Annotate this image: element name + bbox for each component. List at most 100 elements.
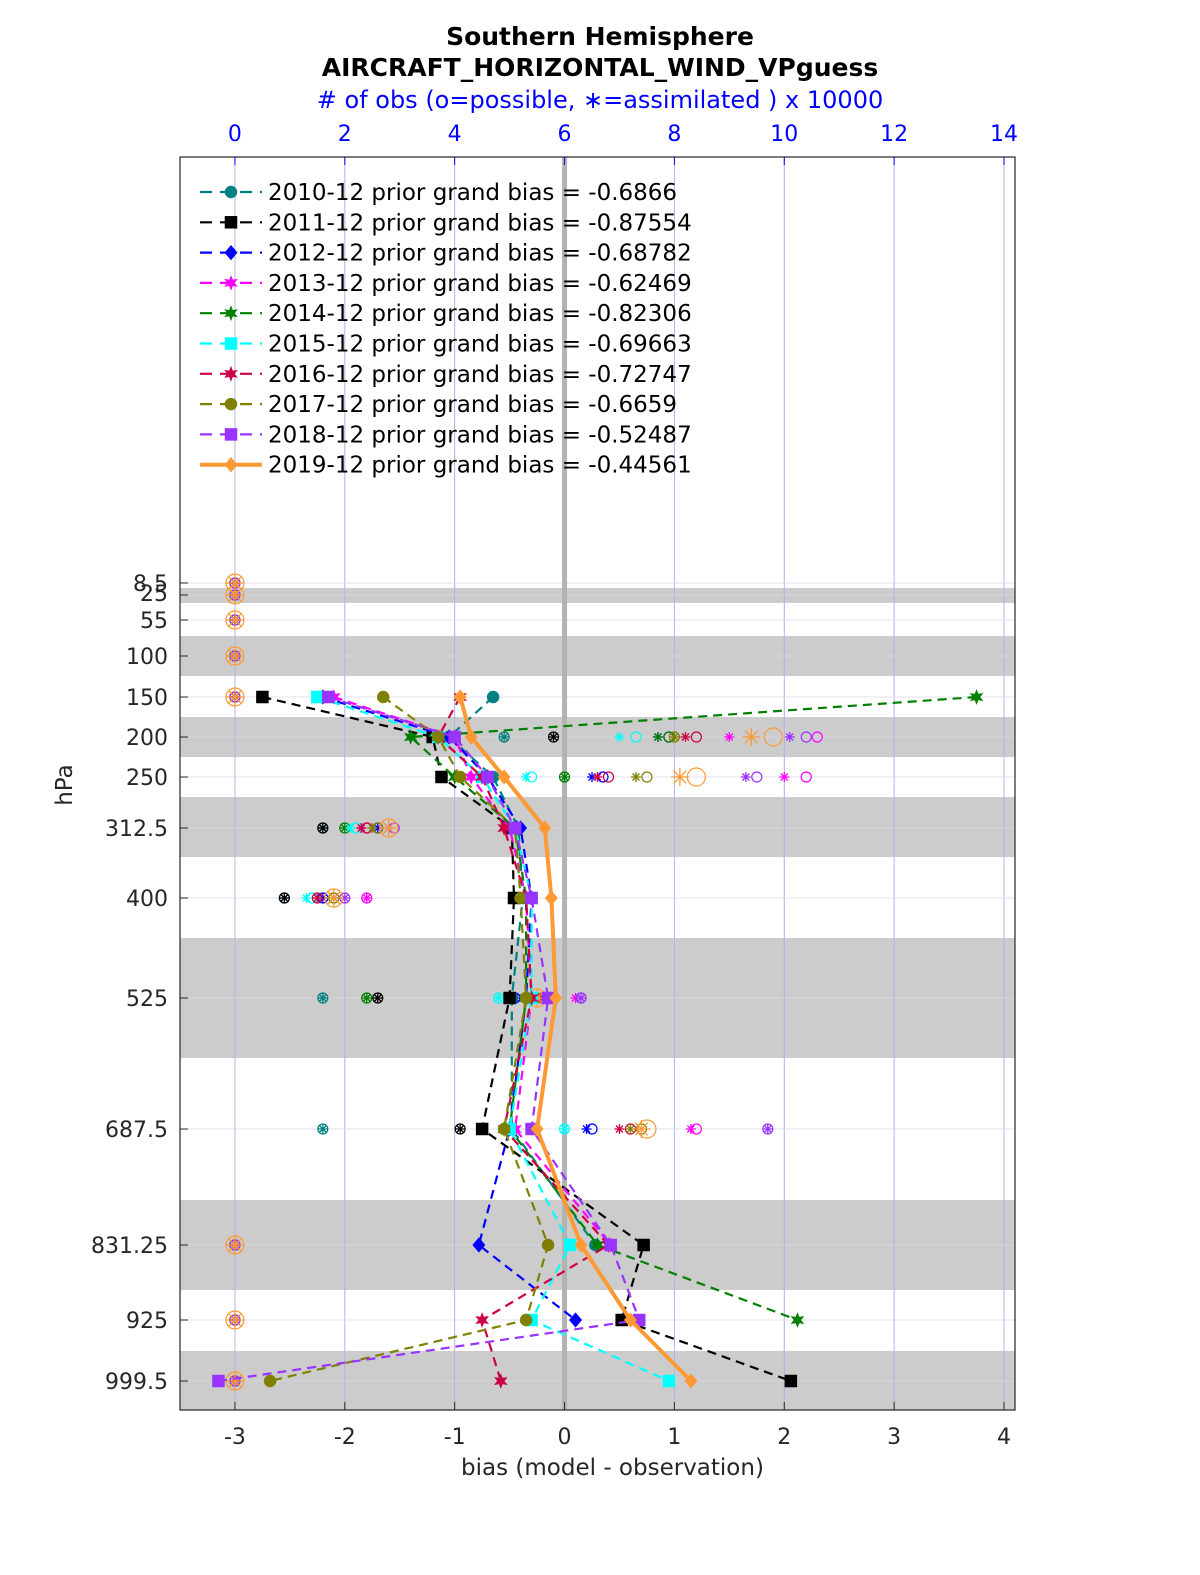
assimilated-count-marker bbox=[225, 688, 244, 706]
data-point bbox=[475, 1312, 489, 1328]
x-axis-label: bias (model - observation) bbox=[461, 1455, 764, 1481]
assimilated-count-marker bbox=[372, 993, 383, 1003]
data-point bbox=[256, 690, 269, 704]
data-point bbox=[403, 729, 418, 745]
assimilated-count-marker bbox=[361, 993, 372, 1003]
assimilated-count-marker bbox=[680, 732, 691, 742]
data-point bbox=[684, 1373, 698, 1389]
data-point bbox=[472, 1237, 486, 1253]
x-tick-label: 1 bbox=[667, 1425, 681, 1450]
y-tick-label: 25 bbox=[140, 582, 168, 607]
assimilated-count-marker bbox=[548, 732, 559, 742]
assimilated-count-marker bbox=[521, 772, 532, 782]
assimilated-count-marker bbox=[455, 1124, 466, 1134]
data-point bbox=[311, 690, 324, 704]
top-x-tick-label: 2 bbox=[338, 122, 352, 147]
assimilated-count-marker bbox=[724, 732, 735, 742]
series-line bbox=[436, 696, 611, 1382]
data-point bbox=[574, 1237, 588, 1253]
x-tick-label: -1 bbox=[444, 1425, 466, 1450]
possible-count-marker bbox=[602, 771, 615, 783]
assimilated-count-marker bbox=[670, 768, 689, 786]
data-point bbox=[563, 1238, 577, 1252]
data-point bbox=[569, 1312, 583, 1328]
bias-series bbox=[212, 689, 984, 1389]
possible-count-marker bbox=[690, 731, 702, 743]
possible-count-marker bbox=[800, 771, 812, 783]
data-point bbox=[435, 770, 448, 784]
data-point bbox=[662, 1374, 676, 1388]
data-point bbox=[486, 690, 500, 704]
data-point bbox=[541, 1238, 555, 1252]
possible-count-marker bbox=[800, 731, 812, 743]
assimilated-count-marker bbox=[632, 1120, 651, 1138]
assimilated-count-marker bbox=[225, 1236, 244, 1254]
assimilated-count-marker bbox=[614, 732, 625, 742]
data-point bbox=[475, 1122, 489, 1136]
data-point bbox=[538, 820, 552, 836]
assimilated-count-marker bbox=[225, 1372, 244, 1390]
data-point bbox=[494, 1373, 508, 1389]
legend-entry: 2015-12 prior grand bias = -0.69663 bbox=[268, 332, 692, 358]
data-point bbox=[453, 770, 467, 784]
legend-marker bbox=[224, 397, 238, 411]
legend-entry: 2018-12 prior grand bias = -0.52487 bbox=[268, 422, 692, 448]
possible-count-marker bbox=[751, 771, 763, 783]
possible-count-marker bbox=[641, 771, 653, 783]
assimilated-count-marker bbox=[559, 772, 570, 782]
x-tick-label: 0 bbox=[558, 1425, 572, 1450]
assimilated-count-marker bbox=[581, 1124, 592, 1134]
assimilated-count-marker bbox=[225, 647, 244, 665]
top-x-tick-label: 6 bbox=[558, 122, 572, 147]
assimilated-count-marker bbox=[493, 993, 504, 1003]
y-tick-label: 400 bbox=[126, 887, 168, 912]
possible-count-marker bbox=[763, 727, 783, 747]
legend-entry: 2017-12 prior grand bias = -0.6659 bbox=[268, 392, 677, 418]
assimilated-count-marker bbox=[301, 893, 312, 903]
data-point bbox=[530, 1121, 544, 1137]
legend-marker bbox=[224, 337, 238, 350]
assimilated-count-marker bbox=[356, 823, 367, 833]
data-point bbox=[514, 891, 527, 905]
data-point bbox=[212, 1374, 225, 1388]
assimilated-count-marker bbox=[559, 1124, 570, 1134]
legend-entry: 2016-12 prior grand bias = -0.72747 bbox=[268, 362, 692, 388]
data-point bbox=[623, 1312, 637, 1328]
legend-entry: 2010-12 prior grand bias = -0.6866 bbox=[268, 180, 677, 206]
series-line bbox=[262, 695, 792, 1383]
data-point bbox=[448, 730, 461, 744]
data-point bbox=[497, 1122, 511, 1136]
assimilated-count-marker bbox=[345, 823, 356, 833]
y-tick-label: 250 bbox=[126, 766, 168, 791]
data-point bbox=[497, 769, 511, 785]
assimilated-count-marker bbox=[225, 586, 244, 604]
assimilated-count-marker bbox=[652, 732, 663, 742]
top-x-tick-label: 8 bbox=[667, 122, 681, 147]
x-tick-label: -2 bbox=[334, 1425, 356, 1450]
legend: 2010-12 prior grand bias = -0.6866 2011-1… bbox=[200, 180, 692, 479]
data-point bbox=[790, 1312, 805, 1328]
data-point bbox=[508, 821, 522, 835]
data-point bbox=[453, 689, 467, 705]
assimilated-count-marker bbox=[779, 772, 790, 782]
y-tick-label: 100 bbox=[126, 645, 168, 670]
data-point bbox=[377, 690, 390, 704]
assimilated-count-marker bbox=[367, 823, 378, 833]
series-line bbox=[408, 695, 977, 1322]
obs-count-markers bbox=[225, 573, 823, 1391]
level-band bbox=[180, 588, 1015, 603]
data-point bbox=[549, 990, 563, 1006]
legend-entry: 2014-12 prior grand bias = -0.82306 bbox=[268, 301, 692, 327]
legend-entry: 2013-12 prior grand bias = -0.62469 bbox=[268, 271, 692, 297]
legend-marker bbox=[224, 305, 238, 322]
data-point bbox=[322, 690, 335, 704]
series-line bbox=[269, 696, 550, 1383]
x-tick-label: -3 bbox=[224, 1425, 246, 1450]
data-point bbox=[604, 1238, 617, 1252]
assimilated-count-marker bbox=[576, 993, 587, 1003]
data-point bbox=[431, 730, 445, 744]
series-line bbox=[333, 695, 612, 1246]
plot-frame bbox=[179, 156, 1016, 1411]
level-band bbox=[180, 797, 1015, 857]
assimilated-count-marker bbox=[762, 1124, 773, 1134]
